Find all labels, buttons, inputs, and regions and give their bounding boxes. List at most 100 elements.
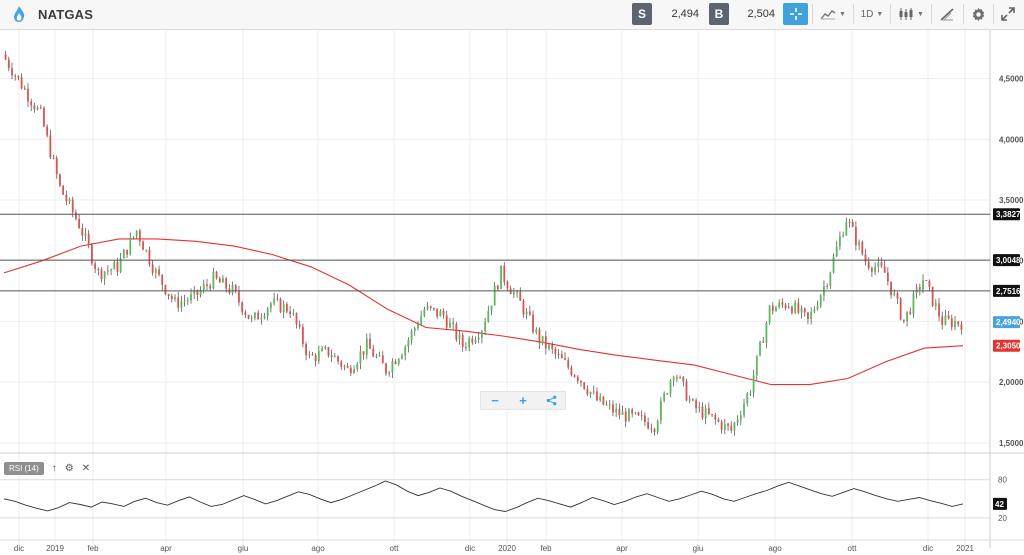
- candle: [87, 229, 90, 249]
- candle-body: [554, 348, 557, 354]
- candle-body: [931, 286, 934, 306]
- buy-button[interactable]: B: [709, 3, 729, 25]
- moving-average-tag: 2,3050: [996, 342, 1021, 351]
- share-button[interactable]: [537, 392, 565, 409]
- candle: [810, 307, 813, 325]
- candle: [39, 104, 42, 110]
- candle-body: [516, 291, 518, 293]
- candle-body: [669, 380, 672, 394]
- candle-body: [954, 321, 956, 328]
- candle: [17, 75, 20, 81]
- fullscreen-button[interactable]: [997, 3, 1019, 25]
- candle-body: [174, 297, 176, 300]
- candle-body: [580, 380, 582, 383]
- toolbar: NATGAS S 2,494 B 2,504 ▼ 1D ▼ ▼: [0, 0, 1024, 30]
- sell-button[interactable]: S: [632, 3, 652, 25]
- candle: [640, 410, 643, 421]
- candle-body: [691, 399, 694, 401]
- candle-body: [739, 415, 742, 420]
- candle-body: [164, 285, 167, 295]
- candle: [468, 336, 471, 352]
- candle-body: [113, 262, 116, 270]
- candle: [544, 331, 547, 355]
- candle-body: [199, 290, 202, 295]
- level-tag: 2,7516: [996, 287, 1021, 296]
- candle-body: [957, 321, 960, 325]
- candle-body: [720, 421, 723, 430]
- candle: [49, 129, 52, 160]
- candle-body: [458, 334, 461, 340]
- candle-body: [877, 262, 880, 268]
- chart-type-button[interactable]: ▼: [816, 3, 850, 25]
- candle: [675, 374, 678, 383]
- candle-body: [711, 413, 713, 415]
- candle-style-button[interactable]: ▼: [894, 3, 928, 25]
- candle-body: [247, 314, 250, 319]
- arrow-up-icon[interactable]: ↑: [51, 462, 57, 474]
- time-tick: feb: [87, 544, 99, 553]
- timeframe-button[interactable]: 1D ▼: [857, 3, 887, 25]
- candle-body: [196, 290, 199, 295]
- candle-body: [180, 301, 183, 308]
- candle: [899, 297, 902, 321]
- chevron-down-icon: ▼: [917, 10, 924, 18]
- time-tick: feb: [540, 544, 552, 553]
- candle-body: [244, 312, 247, 315]
- candle: [20, 73, 23, 90]
- candle: [167, 293, 170, 300]
- candle: [851, 219, 854, 228]
- candle-body: [55, 157, 58, 175]
- candle: [458, 330, 461, 345]
- candle-body: [30, 101, 33, 106]
- candle: [378, 351, 381, 357]
- candle: [33, 102, 36, 113]
- zoom-out-button[interactable]: −: [481, 392, 509, 409]
- candle: [576, 375, 579, 384]
- candle-body: [768, 305, 771, 323]
- crosshair-button[interactable]: [783, 3, 808, 25]
- candle: [954, 316, 956, 331]
- candle-body: [286, 303, 288, 312]
- candle-body: [707, 408, 710, 414]
- candle: [119, 253, 122, 274]
- candle: [442, 308, 445, 319]
- candle: [46, 124, 49, 138]
- candle-body: [167, 294, 170, 296]
- candle: [855, 221, 857, 251]
- gear-icon[interactable]: ⚙: [64, 462, 74, 474]
- candle-body: [385, 363, 387, 374]
- candle: [605, 400, 608, 406]
- settings-button[interactable]: [967, 3, 989, 25]
- candle-body: [727, 423, 729, 426]
- candle: [704, 404, 707, 425]
- candle-body: [861, 241, 864, 255]
- candle: [931, 286, 934, 307]
- candle-body: [874, 267, 876, 272]
- price-chart[interactable]: 4,50004,00003,50003,00002,50002,00001,50…: [0, 30, 1024, 555]
- candle-body: [148, 249, 151, 265]
- sell-price: 2,494: [671, 8, 699, 20]
- horizontal-levels[interactable]: [0, 213, 990, 292]
- candle: [349, 364, 352, 377]
- candle: [218, 276, 221, 283]
- candle-body: [765, 322, 768, 343]
- candle-body: [190, 293, 192, 301]
- candle: [512, 287, 515, 299]
- candle-body: [717, 419, 720, 422]
- close-icon[interactable]: ✕: [81, 462, 91, 474]
- candle: [23, 85, 26, 90]
- candle-body: [567, 359, 570, 368]
- candle-body: [564, 358, 566, 360]
- candle: [429, 305, 432, 311]
- candle-body: [295, 313, 298, 325]
- candle: [567, 357, 570, 370]
- time-tick: 2020: [498, 544, 516, 553]
- zoom-in-button[interactable]: +: [509, 392, 537, 409]
- price-axis: 4,50004,00003,50003,00002,50002,00001,50…: [993, 75, 1024, 448]
- rsi-label[interactable]: RSI (14): [4, 461, 44, 475]
- candle-body: [298, 324, 301, 327]
- candle-body: [222, 278, 224, 283]
- candle-body: [733, 422, 736, 431]
- candle-body: [730, 425, 733, 431]
- drawing-tools-button[interactable]: [936, 3, 958, 25]
